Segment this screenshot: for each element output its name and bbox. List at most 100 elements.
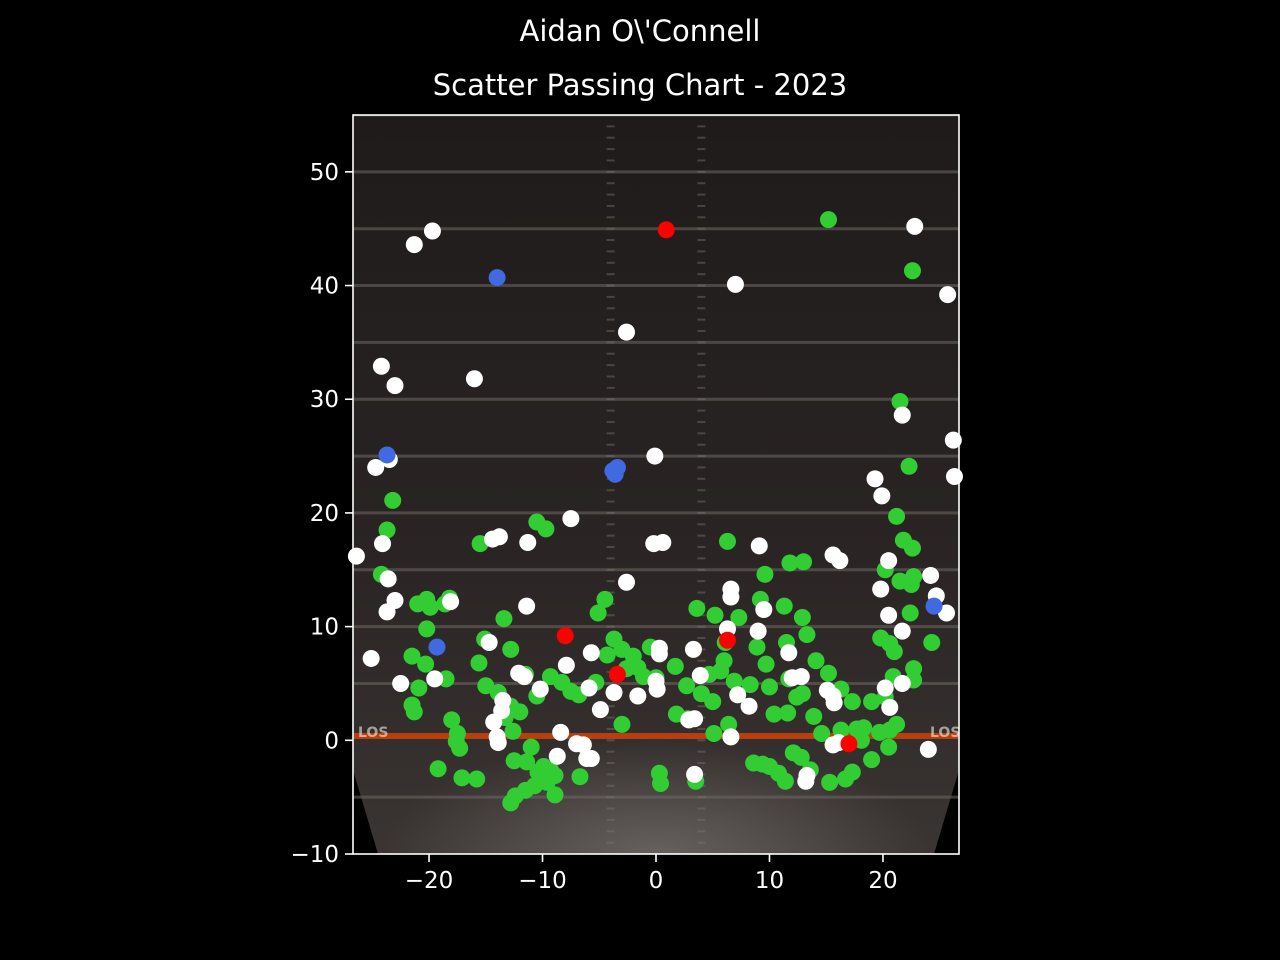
pass-point-interception	[608, 665, 626, 683]
x-tick-label: −10	[518, 868, 567, 894]
pass-point-complete	[715, 652, 733, 670]
pass-point-incomplete	[426, 670, 444, 688]
pass-point-incomplete	[617, 573, 635, 591]
pass-point-incomplete	[548, 747, 566, 765]
pass-point-complete	[792, 748, 810, 766]
pass-point-complete	[905, 660, 923, 678]
pass-point-complete	[652, 775, 670, 793]
pass-point-complete	[429, 760, 447, 778]
pass-point-complete	[821, 773, 839, 791]
pass-point-incomplete	[480, 634, 498, 652]
los-marker-right: LOS	[930, 725, 960, 741]
pass-point-incomplete	[442, 593, 460, 611]
pass-point-incomplete	[831, 552, 849, 570]
pass-point-complete	[678, 677, 696, 695]
pass-point-complete	[805, 707, 823, 725]
pass-point-complete	[779, 704, 797, 722]
pass-point-incomplete	[650, 645, 668, 663]
pass-point-incomplete	[617, 323, 635, 341]
pass-point-complete	[417, 655, 435, 673]
pass-point-incomplete	[519, 533, 537, 551]
pass-point-complete	[589, 604, 607, 622]
pass-point-complete	[901, 604, 919, 622]
pass-point-complete	[688, 599, 706, 617]
pass-point-interception	[718, 631, 736, 649]
pass-point-incomplete	[574, 736, 592, 754]
line-of-scrimmage	[353, 733, 959, 739]
x-tick-label: 20	[868, 868, 897, 894]
pass-point-incomplete	[423, 222, 441, 240]
pass-point-complete	[781, 554, 799, 572]
pass-point-complete	[571, 768, 589, 786]
pass-point-incomplete	[379, 570, 397, 588]
pass-point-incomplete	[750, 537, 768, 555]
pass-point-interception	[657, 221, 675, 239]
pass-point-incomplete	[647, 672, 665, 690]
pass-point-touchdown	[606, 465, 624, 483]
pass-point-complete	[477, 677, 495, 695]
pass-point-incomplete	[686, 710, 704, 728]
pass-point-complete	[443, 711, 461, 729]
pass-point-complete	[900, 457, 918, 475]
pass-point-incomplete	[722, 580, 740, 598]
pass-point-incomplete	[749, 622, 767, 640]
pass-point-complete	[923, 634, 941, 652]
pass-point-incomplete	[494, 692, 512, 710]
pass-point-interception	[556, 627, 574, 645]
pass-point-incomplete	[582, 644, 600, 662]
pass-point-complete	[705, 724, 723, 742]
pass-point-incomplete	[405, 236, 423, 254]
pass-point-incomplete	[489, 734, 507, 752]
pass-point-complete	[741, 676, 759, 694]
pass-point-incomplete	[654, 533, 672, 551]
pass-point-complete	[788, 688, 806, 706]
pass-point-complete	[881, 721, 899, 739]
pass-point-incomplete	[562, 510, 580, 528]
pass-point-complete	[505, 752, 523, 770]
pass-point-complete	[504, 722, 522, 740]
pass-point-touchdown	[488, 269, 506, 287]
pass-point-incomplete	[792, 668, 810, 686]
pass-point-incomplete	[605, 684, 623, 702]
pass-point-incomplete	[780, 644, 798, 662]
pass-point-interception	[840, 735, 858, 753]
pass-point-incomplete	[362, 649, 380, 667]
pass-point-complete	[880, 738, 898, 756]
pass-point-incomplete	[591, 701, 609, 719]
pass-point-touchdown	[378, 446, 396, 464]
pass-point-complete	[903, 262, 921, 280]
pass-point-complete	[511, 703, 529, 721]
pass-point-complete	[760, 678, 778, 696]
pass-point-complete	[819, 664, 837, 682]
pass-point-complete	[863, 751, 881, 769]
pass-point-incomplete	[906, 217, 924, 235]
pass-point-incomplete	[646, 447, 664, 465]
pass-point-complete	[522, 738, 540, 756]
pass-point-complete	[706, 606, 724, 624]
pass-point-complete	[757, 655, 775, 673]
pass-point-incomplete	[392, 674, 410, 692]
pass-point-complete	[451, 739, 469, 757]
pass-point-incomplete	[873, 487, 891, 505]
pass-point-incomplete	[722, 728, 740, 746]
pass-point-complete	[378, 521, 396, 539]
pass-point-incomplete	[880, 552, 898, 570]
pass-point-incomplete	[374, 535, 392, 553]
pass-point-complete	[903, 539, 921, 557]
pass-point-complete	[843, 693, 861, 711]
pass-point-incomplete	[893, 674, 911, 692]
pass-point-complete	[798, 626, 816, 644]
pass-point-complete	[888, 507, 906, 525]
y-tick-label: 40	[310, 274, 339, 300]
pass-point-complete	[421, 598, 439, 616]
pass-point-incomplete	[740, 697, 758, 715]
pass-point-complete	[453, 769, 471, 787]
chart-title: Aidan O\'Connell	[519, 14, 761, 48]
pass-point-complete	[384, 491, 402, 509]
pass-point-incomplete	[726, 275, 744, 293]
pass-point-complete	[403, 647, 421, 665]
pass-point-incomplete	[945, 468, 963, 486]
pass-point-incomplete	[347, 547, 365, 565]
pass-point-complete	[718, 532, 736, 550]
